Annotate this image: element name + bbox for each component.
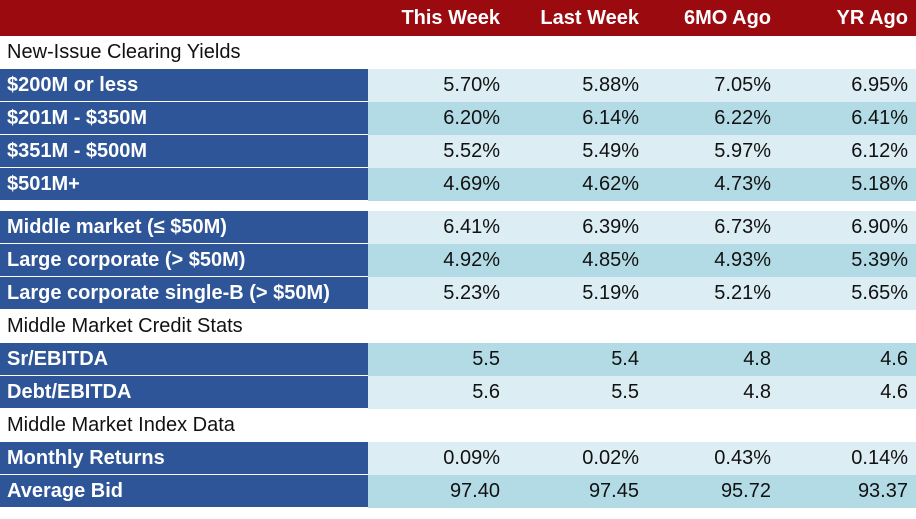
cell-last-week: 4.62%: [504, 168, 640, 201]
cell-last-week: 5.19%: [504, 277, 640, 310]
cell-yr-ago: 5.39%: [777, 244, 916, 277]
table-row: Large corporate single-B (> $50M) 5.23% …: [0, 277, 916, 310]
row-label: $200M or less: [0, 69, 368, 102]
cell-this-week: 6.41%: [368, 211, 504, 244]
row-label: Large corporate single-B (> $50M): [0, 277, 368, 310]
section-spacer: [0, 201, 916, 211]
cell-6mo-ago: 4.8: [640, 343, 777, 376]
cell-yr-ago: 5.18%: [777, 168, 916, 201]
cell-yr-ago: 0.14%: [777, 442, 916, 475]
cell-this-week: 5.6: [368, 376, 504, 409]
cell-6mo-ago: 7.05%: [640, 69, 777, 102]
table-row: $201M - $350M 6.20% 6.14% 6.22% 6.41%: [0, 102, 916, 135]
cell-last-week: 5.88%: [504, 69, 640, 102]
table-row: $351M - $500M 5.52% 5.49% 5.97% 6.12%: [0, 135, 916, 168]
row-label: Debt/EBITDA: [0, 376, 368, 409]
cell-6mo-ago: 6.73%: [640, 211, 777, 244]
header-row: This Week Last Week 6MO Ago YR Ago: [0, 0, 916, 36]
cell-this-week: 6.20%: [368, 102, 504, 135]
cell-6mo-ago: 6.22%: [640, 102, 777, 135]
col-header-6mo-ago: 6MO Ago: [683, 6, 771, 29]
cell-this-week: 4.92%: [368, 244, 504, 277]
table-row: Large corporate (> $50M) 4.92% 4.85% 4.9…: [0, 244, 916, 277]
cell-last-week: 6.39%: [504, 211, 640, 244]
cell-last-week: 5.49%: [504, 135, 640, 168]
cell-yr-ago: 4.6: [777, 343, 916, 376]
cell-this-week: 4.69%: [368, 168, 504, 201]
row-label: Large corporate (> $50M): [0, 244, 368, 277]
cell-6mo-ago: 5.21%: [640, 277, 777, 310]
row-label: $501M+: [0, 168, 368, 201]
cell-6mo-ago: 4.93%: [640, 244, 777, 277]
row-label: Middle market (≤ $50M): [0, 211, 368, 244]
cell-yr-ago: 6.95%: [777, 69, 916, 102]
cell-this-week: 5.70%: [368, 69, 504, 102]
cell-6mo-ago: 0.43%: [640, 442, 777, 475]
cell-this-week: 5.5: [368, 343, 504, 376]
section-title-new-issue: New-Issue Clearing Yields: [0, 36, 916, 69]
row-label: Average Bid: [0, 475, 368, 508]
cell-6mo-ago: 4.73%: [640, 168, 777, 201]
cell-this-week: 5.52%: [368, 135, 504, 168]
row-label: $351M - $500M: [0, 135, 368, 168]
cell-6mo-ago: 95.72: [640, 475, 777, 508]
cell-yr-ago: 4.6: [777, 376, 916, 409]
cell-6mo-ago: 4.8: [640, 376, 777, 409]
cell-last-week: 97.45: [504, 475, 640, 508]
table-row: Middle market (≤ $50M) 6.41% 6.39% 6.73%…: [0, 211, 916, 244]
cell-last-week: 0.02%: [504, 442, 640, 475]
cell-this-week: 97.40: [368, 475, 504, 508]
row-label: Monthly Returns: [0, 442, 368, 475]
cell-yr-ago: 6.41%: [777, 102, 916, 135]
cell-yr-ago: 6.12%: [777, 135, 916, 168]
row-label: $201M - $350M: [0, 102, 368, 135]
section-title-index-data: Middle Market Index Data: [0, 409, 916, 442]
table-row: $501M+ 4.69% 4.62% 4.73% 5.18%: [0, 168, 916, 201]
cell-yr-ago: 6.90%: [777, 211, 916, 244]
cell-last-week: 6.14%: [504, 102, 640, 135]
table-row: Average Bid 97.40 97.45 95.72 93.37: [0, 475, 916, 508]
table-row: Sr/EBITDA 5.5 5.4 4.8 4.6: [0, 343, 916, 376]
col-header-last-week: Last Week: [540, 6, 639, 29]
row-label: Sr/EBITDA: [0, 343, 368, 376]
cell-this-week: 5.23%: [368, 277, 504, 310]
cell-yr-ago: 93.37: [777, 475, 916, 508]
cell-last-week: 5.4: [504, 343, 640, 376]
cell-yr-ago: 5.65%: [777, 277, 916, 310]
cell-this-week: 0.09%: [368, 442, 504, 475]
cell-last-week: 4.85%: [504, 244, 640, 277]
cell-6mo-ago: 5.97%: [640, 135, 777, 168]
table-row: $200M or less 5.70% 5.88% 7.05% 6.95%: [0, 69, 916, 102]
cell-last-week: 5.5: [504, 376, 640, 409]
col-header-this-week: This Week: [401, 6, 500, 29]
table-row: Monthly Returns 0.09% 0.02% 0.43% 0.14%: [0, 442, 916, 475]
table-row: Debt/EBITDA 5.6 5.5 4.8 4.6: [0, 376, 916, 409]
col-header-yr-ago: YR Ago: [836, 6, 908, 29]
section-title-credit-stats: Middle Market Credit Stats: [0, 310, 916, 343]
